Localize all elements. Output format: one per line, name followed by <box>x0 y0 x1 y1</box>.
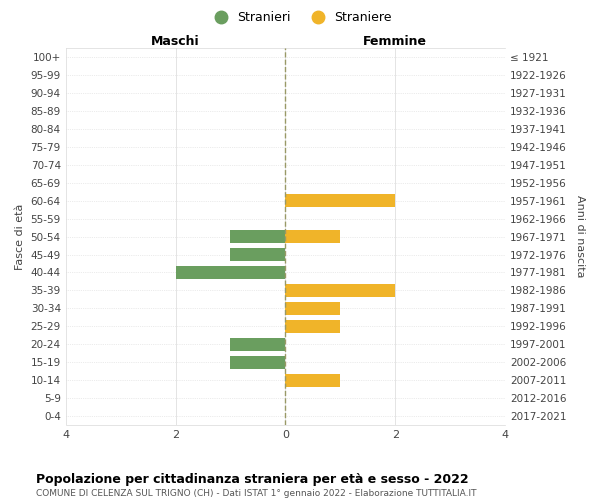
Text: Popolazione per cittadinanza straniera per età e sesso - 2022: Popolazione per cittadinanza straniera p… <box>36 472 469 486</box>
Bar <box>176 266 286 279</box>
Bar <box>286 194 395 207</box>
Bar <box>286 374 340 386</box>
Y-axis label: Fasce di età: Fasce di età <box>15 204 25 270</box>
Bar <box>286 230 340 243</box>
Bar <box>230 356 286 368</box>
Bar <box>286 302 340 314</box>
Bar <box>230 230 286 243</box>
Bar <box>286 284 395 296</box>
Text: Femmine: Femmine <box>363 35 427 48</box>
Legend: Stranieri, Straniere: Stranieri, Straniere <box>203 6 397 29</box>
Bar <box>230 248 286 261</box>
Text: Maschi: Maschi <box>151 35 200 48</box>
Bar <box>286 320 340 332</box>
Text: COMUNE DI CELENZA SUL TRIGNO (CH) - Dati ISTAT 1° gennaio 2022 - Elaborazione TU: COMUNE DI CELENZA SUL TRIGNO (CH) - Dati… <box>36 489 476 498</box>
Bar <box>230 338 286 350</box>
Y-axis label: Anni di nascita: Anni di nascita <box>575 196 585 278</box>
